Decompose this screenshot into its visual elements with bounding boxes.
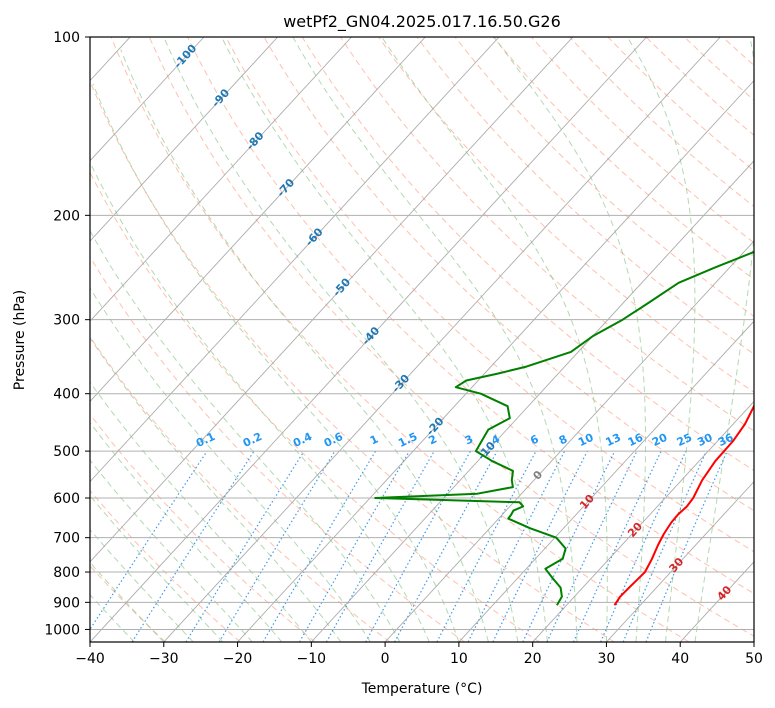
y-tick-label: 700 (53, 531, 80, 547)
mixing-ratio-line (437, 451, 536, 642)
isotherm-line (0, 37, 56, 642)
mixing-ratio-line (574, 451, 662, 642)
x-tick-label: −20 (223, 651, 253, 667)
moist-adiabat (93, 84, 459, 642)
x-tick-label: 0 (381, 651, 390, 667)
y-tick-label: 200 (53, 208, 80, 224)
moist-adiabat (43, 133, 400, 642)
y-tick-label: 900 (53, 595, 80, 611)
mixing-ratio-label: 3 (463, 432, 475, 447)
mixing-ratio-label: 2 (427, 432, 439, 447)
mixing-ratio-line (219, 451, 335, 642)
mixing-ratio-label: 0.2 (241, 430, 264, 450)
x-axis-title: Temperature (°C) (361, 681, 483, 697)
moist-adiabat (164, 37, 518, 642)
mixing-ratio-label: 20 (650, 431, 670, 449)
y-tick-label: 500 (53, 444, 80, 460)
dry-adiabat (226, 37, 775, 642)
chart-title: wetPf2_GN04.2025.017.16.50.G26 (283, 12, 561, 32)
dry-adiabat (264, 37, 775, 642)
mixing-ratio-label: 1.5 (396, 430, 419, 450)
y-tick-label: 400 (53, 387, 80, 403)
y-tick-label: 600 (53, 491, 80, 507)
dry-adiabat (417, 37, 775, 642)
isotherm-line (0, 37, 278, 642)
mixing-ratio-label: 16 (626, 431, 646, 449)
dry-adiabat (723, 37, 775, 642)
moist-adiabat (494, 37, 646, 642)
moist-adiabat (695, 37, 759, 642)
dry-adiabat (570, 37, 775, 642)
mixing-ratio-label: 13 (604, 431, 623, 449)
x-tick-label: −30 (149, 651, 179, 667)
moist-adiabat (0, 195, 311, 642)
isotherm-line (311, 37, 775, 642)
isotherm-line (459, 37, 775, 642)
isotherm-line (754, 37, 775, 642)
x-tick-label: 10 (450, 651, 468, 667)
x-tick-label: 30 (598, 651, 616, 667)
isotherm-line (164, 37, 721, 642)
moist-adiabat (222, 37, 548, 642)
mixing-ratio-label: 6 (528, 432, 541, 447)
dry-adiabat (188, 37, 775, 642)
dry-adiabat (532, 37, 775, 642)
isotherm-line (533, 37, 775, 642)
dry-adiabat (379, 37, 775, 642)
moist-adiabat (69, 114, 430, 642)
isotherm-line (16, 37, 573, 642)
dry-adiabat (455, 37, 775, 642)
y-tick-label: 1000 (44, 622, 80, 638)
mixing-ratio-line (82, 451, 207, 642)
dry-adiabat (0, 37, 390, 642)
mixing-ratio-label: 0.4 (291, 430, 314, 450)
dry-adiabat (340, 37, 775, 642)
dry-adiabat (111, 37, 689, 642)
dry-adiabat (684, 37, 775, 642)
moist-adiabat (121, 50, 489, 642)
mixing-ratio-label: 25 (675, 431, 694, 449)
y-axis-title: Pressure (hPa) (12, 290, 28, 390)
dry-adiabat (35, 37, 540, 642)
dry-adiabat (608, 37, 775, 642)
x-tick-label: 50 (745, 651, 763, 667)
isotherm-line (385, 37, 775, 642)
moist-adiabat (0, 215, 282, 642)
mixing-ratio-line (395, 451, 498, 642)
mixing-ratio-label: 1 (368, 432, 380, 447)
x-tick-label: 40 (671, 651, 689, 667)
x-tick-label: −40 (75, 651, 105, 667)
y-tick-label: 800 (53, 565, 80, 581)
x-tick-label: −10 (297, 651, 327, 667)
dry-adiabat (149, 37, 764, 642)
mixing-ratio-line (186, 451, 304, 642)
isotherm-line (606, 37, 775, 642)
dry-adiabat (761, 37, 775, 642)
mixing-ratio-line (468, 451, 564, 642)
dewpoint-profile-line (375, 37, 775, 605)
isotherm-line (0, 37, 351, 642)
mixing-ratio-label: 8 (557, 432, 569, 447)
x-tick-label: 20 (524, 651, 542, 667)
moist-adiabat (0, 251, 223, 642)
y-tick-label: 100 (53, 30, 80, 46)
y-tick-label: 300 (53, 313, 80, 329)
